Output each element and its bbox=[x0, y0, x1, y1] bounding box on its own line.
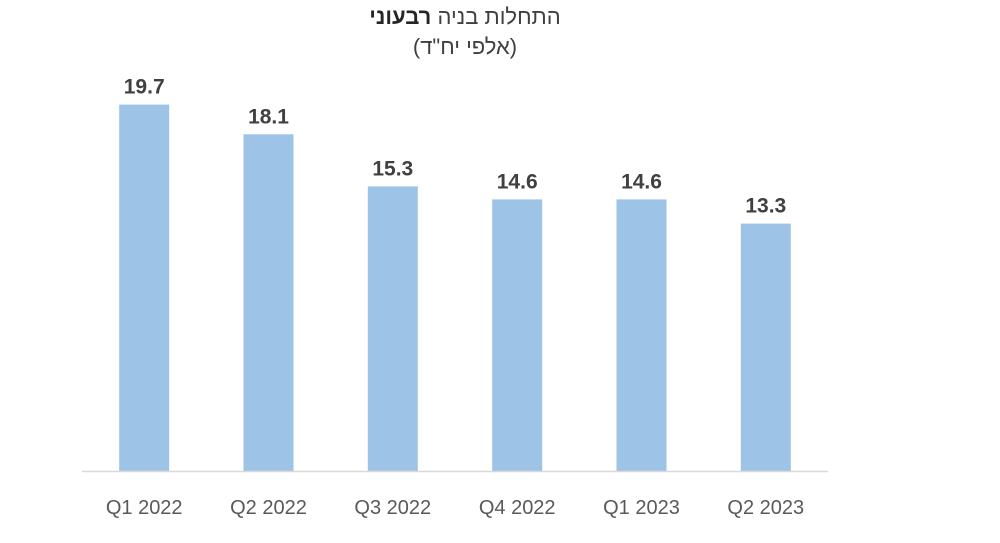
data-label: 14.6 bbox=[497, 170, 538, 193]
bar bbox=[492, 199, 543, 471]
data-label: 13.3 bbox=[745, 195, 786, 218]
x-tick-label: Q1 2022 bbox=[106, 497, 183, 519]
data-label: 18.1 bbox=[248, 105, 289, 128]
x-tick-label: Q1 2023 bbox=[603, 497, 680, 519]
data-label: 15.3 bbox=[372, 157, 413, 180]
chart-title: התחלות בניה רבעוני (אלפי יח"ד) bbox=[0, 2, 930, 62]
bar bbox=[119, 104, 170, 471]
chart-subtitle: (אלפי יח"ד) bbox=[412, 34, 518, 59]
bar bbox=[616, 199, 667, 471]
data-label: 14.6 bbox=[621, 170, 662, 193]
x-tick-label: Q3 2022 bbox=[354, 497, 431, 519]
x-tick-label: Q4 2022 bbox=[479, 497, 556, 519]
chart-title-main: התחלות בניה רבעוני bbox=[0, 2, 930, 32]
bar bbox=[367, 186, 418, 471]
data-label: 19.7 bbox=[124, 76, 165, 99]
x-tick-label: Q2 2023 bbox=[727, 497, 804, 519]
bar bbox=[243, 134, 294, 472]
bar bbox=[740, 223, 791, 471]
x-tick-label: Q2 2022 bbox=[230, 497, 307, 519]
chart-title-regular: התחלות בניה bbox=[437, 4, 561, 29]
chart-title-bold: רבעוני bbox=[369, 4, 432, 29]
